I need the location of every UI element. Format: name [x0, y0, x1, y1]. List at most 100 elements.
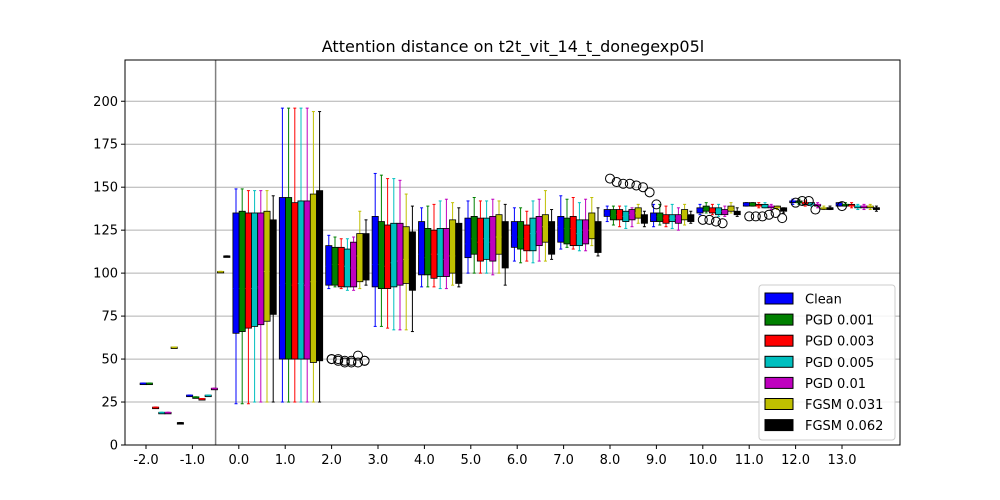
outlier-point [353, 350, 363, 361]
box [424, 228, 432, 276]
y-tick-label: 125 [93, 224, 118, 239]
box [238, 210, 246, 332]
box-plot [634, 203, 642, 224]
x-tick-label: 6.0 [507, 453, 528, 468]
box-plot [476, 200, 484, 274]
box [535, 216, 543, 247]
x-tick-label: 10.0 [688, 453, 717, 468]
outlier-point [339, 355, 350, 366]
outlier-point [744, 211, 755, 222]
outlier-point [605, 173, 615, 184]
box [548, 221, 556, 255]
box-plot [609, 205, 617, 226]
box [640, 214, 648, 224]
box-plot [408, 205, 416, 333]
legend-label: PGD 0.005 [805, 356, 874, 371]
box-plot [145, 382, 153, 386]
x-tick-label: 8.0 [600, 453, 621, 468]
box-plot [727, 202, 735, 214]
box-plot [848, 202, 856, 209]
x-tick-label: 4.0 [414, 453, 435, 468]
box-plot [303, 107, 311, 403]
box [257, 212, 265, 326]
box-plot [702, 202, 710, 214]
x-tick-label: 13.0 [828, 453, 857, 468]
box-plot [204, 394, 212, 398]
legend-label: PGD 0.001 [805, 314, 874, 329]
y-axis: 0 25 50 75 100 125 150 175 200 [93, 95, 125, 454]
outlier-point [717, 218, 728, 229]
outlier-point [750, 211, 761, 222]
box-plot [616, 205, 624, 228]
box [674, 214, 682, 224]
box-plot [767, 203, 775, 211]
box-plot [176, 422, 184, 425]
y-tick-label: 50 [101, 353, 118, 368]
box [350, 241, 358, 288]
box-plot [325, 234, 333, 290]
box-plot [455, 207, 463, 288]
box-plot [186, 394, 194, 398]
box-plot [244, 190, 252, 405]
box-plot [377, 174, 385, 327]
box [727, 205, 735, 212]
legend-swatch [764, 398, 794, 410]
x-tick-label: 2.0 [321, 453, 342, 468]
box [396, 222, 404, 286]
box-plot [337, 238, 345, 290]
outlier-point [618, 178, 629, 189]
box [449, 219, 457, 274]
box-plot [449, 202, 457, 286]
y-tick-label: 25 [101, 396, 118, 411]
box-plot [436, 200, 444, 290]
outlier-point [611, 177, 622, 188]
box-plot [708, 203, 716, 216]
box-plot [826, 205, 834, 211]
outlier-point [704, 214, 715, 225]
box-plot [257, 190, 265, 403]
legend-swatch [764, 292, 794, 305]
box-plot [603, 205, 611, 223]
box [489, 216, 497, 262]
box-plot [464, 200, 472, 274]
x-tick-label: 0.0 [228, 453, 249, 468]
box-plot [291, 107, 299, 403]
outliers-layer [326, 173, 847, 368]
box-plot [192, 396, 200, 399]
outlier-point [346, 355, 357, 366]
box-plot [715, 203, 723, 217]
box-plot [483, 200, 491, 274]
y-tick-label: 75 [101, 310, 118, 325]
box-plot [418, 207, 426, 288]
x-tick-label: -2.0 [133, 453, 158, 468]
box [232, 212, 240, 334]
box [523, 224, 531, 252]
x-tick-label: 1.0 [275, 453, 296, 468]
outlier-point [624, 178, 635, 189]
box-plot [238, 188, 246, 405]
box [343, 248, 351, 288]
box-plot [557, 195, 565, 250]
box-plot [687, 210, 695, 224]
box-plot [430, 203, 438, 288]
box-plot [297, 107, 305, 403]
box [251, 212, 259, 327]
legend: Clean PGD 0.001 PGD 0.003 PGD 0.005 PGD 0.01… [758, 284, 896, 441]
box-plot [170, 346, 178, 349]
box-plot [721, 205, 729, 217]
box-plot [622, 205, 630, 229]
plot-area-frame [124, 59, 901, 446]
box-plot [158, 411, 166, 415]
box [309, 193, 317, 363]
outlier-point [757, 211, 768, 222]
box [464, 217, 472, 259]
box-plot [628, 207, 636, 228]
box [362, 233, 370, 281]
box [244, 212, 252, 329]
x-tick-label: 3.0 [368, 453, 389, 468]
box-plot [152, 406, 160, 410]
box-plot [343, 238, 351, 291]
legend-label: PGD 0.003 [805, 335, 874, 350]
box-plot [696, 203, 704, 216]
box-plot [501, 203, 509, 286]
